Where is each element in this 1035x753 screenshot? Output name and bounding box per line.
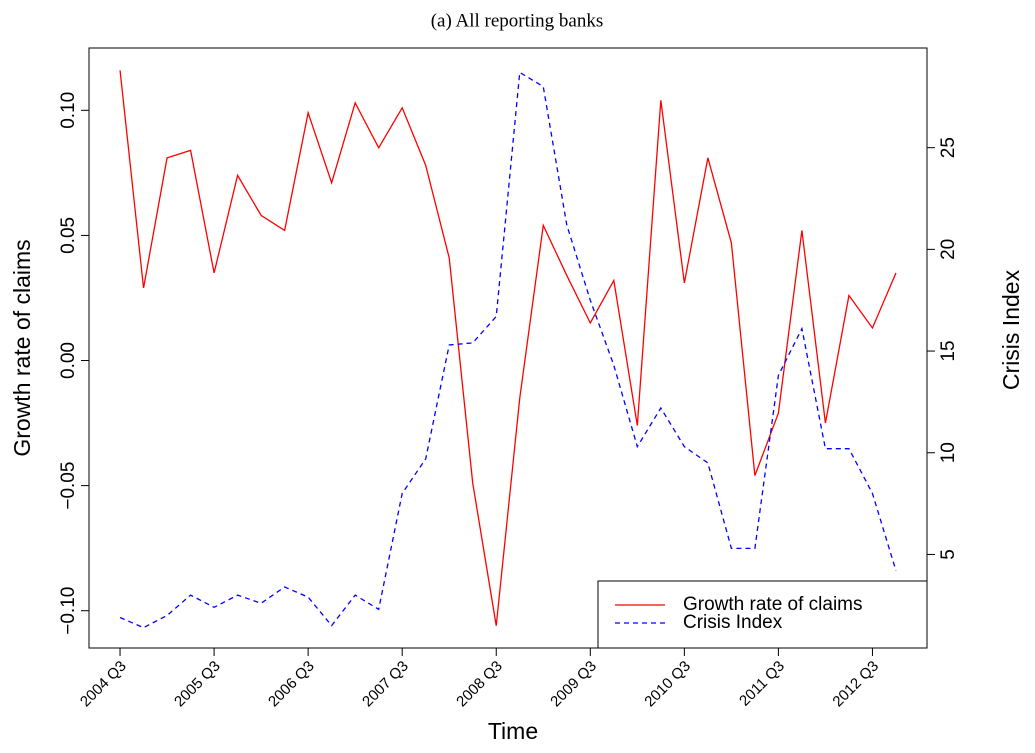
- plot-frame: [88, 47, 928, 649]
- y-axis-label: Growth rate of claims: [9, 239, 35, 456]
- y-tick-label: −0.10: [58, 587, 79, 635]
- y2-tick-label: 10: [938, 442, 959, 463]
- legend-label: Growth rate of claims: [683, 594, 863, 615]
- x-tick-label: 2009 Q3: [547, 658, 600, 711]
- y2-tick-label: 20: [938, 239, 959, 260]
- x-axis-label: Time: [488, 718, 538, 744]
- legend-label: Crisis Index: [683, 612, 783, 633]
- x-tick-label: 2007 Q3: [359, 658, 412, 711]
- y-tick-label: 0.10: [58, 92, 79, 129]
- series-line: [119, 70, 897, 626]
- y2-tick-label: 25: [938, 137, 959, 158]
- x-tick-label: 2005 Q3: [171, 658, 224, 711]
- y2-axis-label: Crisis Index: [998, 269, 1024, 390]
- legend-box: [597, 580, 928, 649]
- y-tick-label: 0.05: [58, 217, 79, 254]
- x-tick-label: 2012 Q3: [829, 658, 882, 711]
- y-tick-label: 0.00: [58, 342, 79, 379]
- y2-tick-label: 5: [938, 549, 959, 560]
- series-line: [119, 71, 897, 629]
- y-tick-label: −0.05: [58, 462, 79, 510]
- x-tick-label: 2011 Q3: [736, 658, 788, 710]
- x-tick-label: 2010 Q3: [641, 658, 694, 711]
- x-tick-label: 2006 Q3: [265, 658, 318, 711]
- x-tick-label: 2008 Q3: [453, 658, 506, 711]
- y2-tick-label: 15: [938, 340, 959, 361]
- chart-title: (a) All reporting banks: [431, 10, 604, 31]
- x-tick-label: 2004 Q3: [77, 658, 130, 711]
